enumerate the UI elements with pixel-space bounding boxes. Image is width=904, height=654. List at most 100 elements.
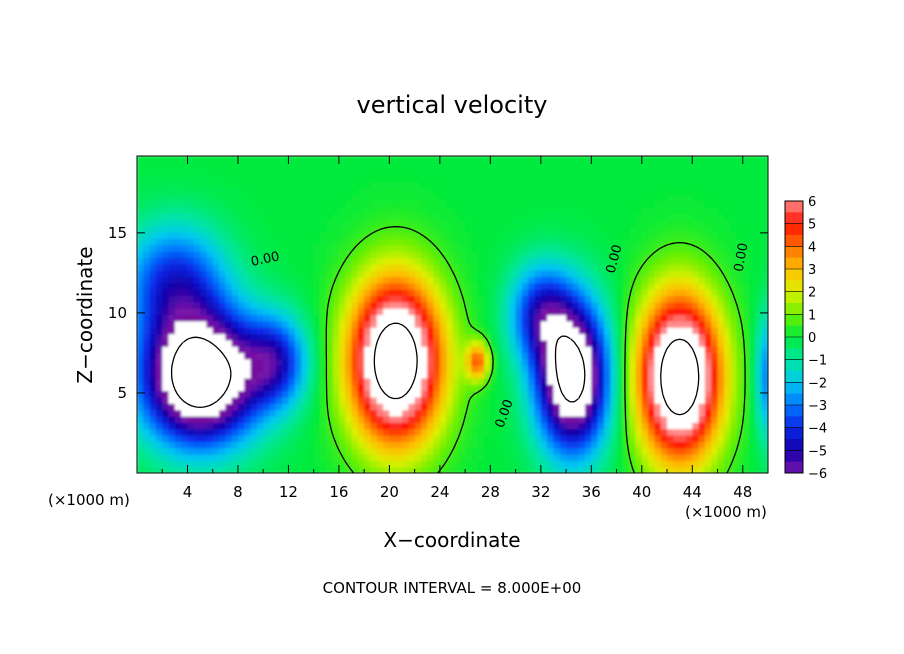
field-cell <box>603 251 611 259</box>
field-cell <box>402 371 409 379</box>
field-cell <box>357 447 365 455</box>
field-cell <box>307 263 315 271</box>
field-cell <box>187 377 195 385</box>
field-cell <box>660 358 668 366</box>
field-cell <box>603 422 611 430</box>
field-cell <box>402 213 409 220</box>
field-cell <box>326 434 334 442</box>
field-cell <box>667 453 674 461</box>
field-cell <box>528 200 536 208</box>
field-cell <box>155 276 163 284</box>
field-cell <box>301 289 308 297</box>
field-cell <box>540 263 548 271</box>
field-cell <box>187 175 195 182</box>
field-cell <box>351 168 359 176</box>
field-cell <box>256 333 264 341</box>
field-cell <box>332 251 340 259</box>
field-cell <box>616 377 624 385</box>
field-cell <box>269 365 277 373</box>
field-cell <box>521 333 529 341</box>
field-cell <box>237 460 245 468</box>
field-cell <box>692 200 700 208</box>
field-cell <box>660 162 668 170</box>
field-cell <box>648 422 656 430</box>
field-cell <box>326 365 334 373</box>
field-cell <box>528 314 536 322</box>
field-cell <box>282 358 290 366</box>
field-cell <box>692 390 700 398</box>
field-cell <box>200 365 208 373</box>
field-cell <box>427 308 435 316</box>
field-cell <box>723 232 731 240</box>
field-cell <box>288 156 296 163</box>
field-cell <box>585 460 592 468</box>
field-cell <box>685 289 693 297</box>
field-cell <box>206 352 214 360</box>
field-cell <box>730 295 738 303</box>
field-cell <box>256 441 264 449</box>
field-cell <box>736 206 744 214</box>
field-cell <box>749 282 756 290</box>
field-cell <box>301 434 308 442</box>
field-cell <box>345 206 353 214</box>
field-cell <box>332 276 340 284</box>
field-cell <box>307 162 315 170</box>
field-cell <box>231 175 239 182</box>
field-cell <box>162 422 170 430</box>
field-cell <box>326 460 334 468</box>
field-cell <box>301 447 308 455</box>
field-cell <box>509 377 517 385</box>
field-cell <box>641 415 649 423</box>
field-cell <box>679 365 687 373</box>
field-cell <box>155 390 163 398</box>
field-cell <box>143 352 151 360</box>
field-cell <box>389 206 397 214</box>
field-cell <box>528 238 536 246</box>
field-cell <box>364 320 372 328</box>
field-cell <box>408 390 416 398</box>
field-cell <box>364 358 372 366</box>
field-cell <box>143 346 151 354</box>
field-cell <box>332 390 340 398</box>
field-cell <box>212 156 220 163</box>
field-cell <box>212 219 220 227</box>
field-cell <box>269 187 277 195</box>
field-cell <box>578 232 586 240</box>
field-cell <box>496 409 504 417</box>
field-cell <box>616 213 624 220</box>
field-cell <box>509 162 517 170</box>
field-cell <box>502 453 510 461</box>
field-cell <box>578 251 586 259</box>
field-cell <box>181 270 189 278</box>
field-cell <box>534 333 542 341</box>
field-cell <box>162 206 170 214</box>
field-cell <box>578 339 586 347</box>
field-cell <box>723 168 731 176</box>
field-cell <box>420 187 428 195</box>
field-cell <box>168 441 176 449</box>
field-cell <box>364 365 372 373</box>
field-cell <box>275 327 283 335</box>
field-cell <box>420 415 428 423</box>
field-cell <box>452 301 460 309</box>
field-cell <box>187 282 195 290</box>
field-cell <box>477 415 485 423</box>
field-cell <box>193 314 201 322</box>
field-cell <box>515 200 523 208</box>
field-cell <box>616 219 624 227</box>
field-cell <box>559 422 567 430</box>
field-cell <box>200 346 208 354</box>
field-cell <box>629 162 637 170</box>
field-cell <box>433 415 441 423</box>
field-cell <box>376 346 384 354</box>
field-cell <box>319 358 327 366</box>
field-cell <box>345 238 353 246</box>
field-cell <box>471 447 479 455</box>
field-cell <box>307 181 315 189</box>
field-cell <box>313 244 321 252</box>
field-cell <box>225 200 233 208</box>
field-cell <box>755 358 763 366</box>
field-cell <box>332 358 340 366</box>
field-cell <box>256 257 264 265</box>
field-cell <box>711 194 719 201</box>
